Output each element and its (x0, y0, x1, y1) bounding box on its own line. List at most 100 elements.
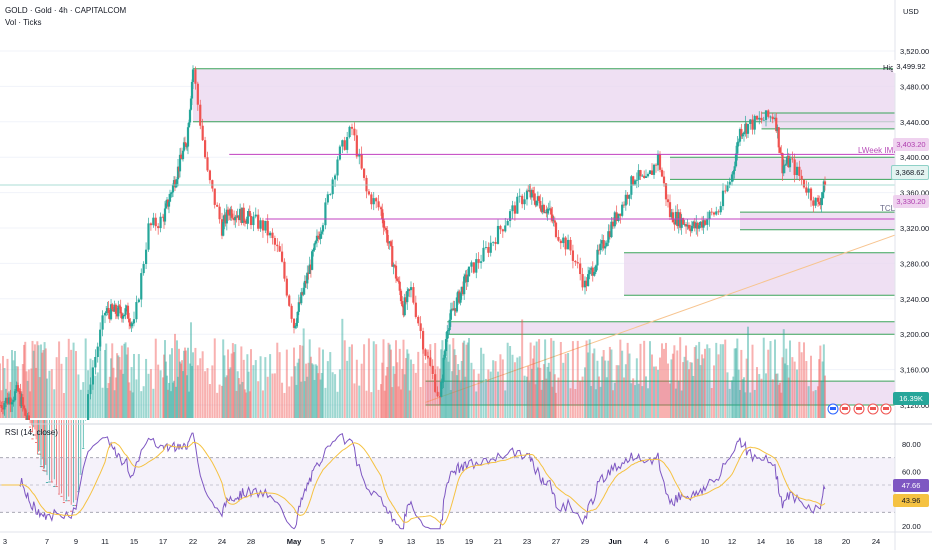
volume-bar (295, 384, 298, 418)
candle-body (454, 308, 457, 312)
candle-body (553, 220, 556, 223)
volume-bar (608, 346, 611, 418)
volume-bar (489, 371, 492, 418)
volume-bar (663, 348, 665, 418)
candle-body (343, 140, 346, 150)
volume-bar (484, 378, 487, 418)
volume-bar (676, 350, 679, 418)
volume-bar (164, 340, 166, 418)
volume-bar (527, 366, 530, 418)
volume-bar (753, 389, 756, 418)
volume-bar (708, 348, 711, 418)
volume-bar (769, 341, 772, 418)
candle-body (475, 259, 478, 273)
time-tick-label: Jun (608, 537, 622, 546)
candle-body (367, 191, 371, 195)
volume-bar (133, 353, 135, 418)
candle-body (326, 194, 329, 203)
candle-body (479, 261, 483, 263)
candle-body (21, 397, 24, 406)
candle-body (530, 190, 533, 198)
candle-body (377, 201, 380, 208)
candle-body (290, 305, 293, 319)
candle-body (534, 200, 537, 206)
volume-bar (784, 363, 786, 418)
candle-body (216, 204, 219, 207)
volume-bar (824, 375, 826, 418)
time-tick-label: 9 (379, 537, 383, 546)
candle-body (574, 260, 577, 263)
candle-body (311, 251, 314, 270)
candle-body (41, 466, 44, 468)
volume-bar (551, 386, 554, 418)
volume-bar (613, 382, 616, 418)
candle-body (795, 166, 799, 176)
candle-body (341, 140, 344, 147)
candle-body (535, 200, 538, 206)
candle-body (381, 209, 384, 220)
candle-body (771, 116, 774, 120)
candle-body (224, 214, 227, 224)
volume-bar (382, 339, 385, 418)
price-label-current: 3,368.62 (891, 165, 929, 180)
candle-body (533, 193, 536, 201)
volume-bar (186, 375, 188, 418)
candle-body (13, 391, 17, 400)
candle-body (680, 218, 683, 228)
candle-body (442, 357, 445, 382)
candle-body (450, 308, 454, 310)
volume-bar (110, 358, 113, 418)
volume-bar (159, 370, 162, 418)
volume-bar (99, 341, 102, 418)
tcl-label: TCL (880, 204, 896, 213)
candle-body (201, 125, 204, 141)
candle-body (646, 174, 650, 177)
trendline-line (425, 234, 896, 403)
candle-body (31, 438, 34, 440)
candle-body (542, 205, 546, 213)
volume-bar (124, 342, 127, 418)
candle-body (494, 241, 497, 244)
volume-bar (581, 376, 584, 418)
candle-body (783, 164, 787, 166)
volume-bar (468, 338, 470, 418)
volume-bar (60, 363, 63, 418)
currency-label[interactable]: USD (903, 7, 919, 16)
volume-bar (175, 386, 177, 418)
candle-body (671, 212, 675, 223)
candle-body (94, 356, 97, 368)
candle-body (597, 249, 601, 251)
volume-bar (791, 357, 794, 418)
event-icons[interactable] (827, 403, 892, 415)
candle-body (9, 397, 12, 405)
candle-body (773, 117, 777, 120)
volume-bar (375, 344, 378, 418)
volume-bar (269, 354, 272, 418)
volume-bar (736, 338, 739, 418)
candlesticks (0, 65, 827, 512)
candle-body (89, 384, 92, 395)
candle-body (414, 302, 417, 317)
volume-bar (548, 371, 551, 418)
volume-bar (84, 338, 87, 418)
candle-body (39, 466, 43, 468)
volume-bar (497, 371, 499, 418)
time-tick-label: 19 (465, 537, 473, 546)
candle-body (590, 267, 593, 271)
candle-body (654, 164, 658, 166)
candle-body (552, 220, 555, 222)
candle-body (607, 231, 610, 243)
candle-body (57, 493, 61, 495)
candle-body (726, 185, 729, 192)
time-tick-label: 7 (45, 537, 49, 546)
candle-body (20, 397, 23, 407)
candle-body (25, 415, 28, 420)
candle-body (130, 323, 133, 327)
volume-bar (593, 348, 596, 418)
candle-body (769, 116, 772, 118)
volume-bar (449, 390, 452, 418)
candle-body (812, 200, 815, 206)
volume-bar (670, 359, 673, 418)
volume-bar (17, 366, 19, 418)
